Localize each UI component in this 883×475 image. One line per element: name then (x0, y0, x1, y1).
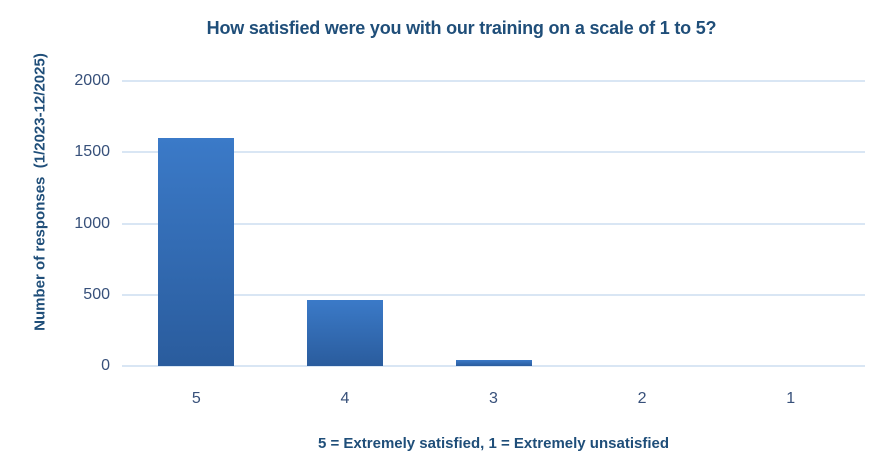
chart-title: How satisfied were you with our training… (206, 18, 717, 38)
y-tick-label-500: 500 (83, 285, 110, 303)
x-tick-label-4: 4 (340, 390, 350, 407)
x-tick-label-1: 1 (786, 390, 796, 407)
x-tick-label-3: 3 (489, 390, 498, 407)
bar-3 (455, 359, 532, 366)
gridline-1000 (122, 222, 865, 225)
y-tick-label-2000: 2000 (74, 72, 110, 89)
y-tick-label-0: 0 (101, 357, 110, 374)
y-tick-label-1000: 1000 (74, 214, 110, 232)
y-tick-label-1500: 1500 (74, 143, 110, 161)
x-axis-title: 5 = Extremely satisfied, 1 = Extremely u… (317, 435, 669, 452)
x-axis-ticks: 5 4 3 2 1 (122, 390, 865, 410)
gridline-500 (122, 293, 865, 296)
x-tick-label-5: 5 (191, 390, 201, 407)
bar-5 (158, 138, 235, 366)
gridline-2000 (122, 80, 865, 82)
plot-area (122, 80, 865, 367)
gridline-1500 (122, 151, 865, 154)
x-tick-label-2: 2 (637, 390, 647, 407)
gridline-0 (122, 365, 865, 367)
bar-4 (306, 300, 383, 366)
y-axis-ticks: 0 500 1000 1500 2000 (30, 72, 110, 374)
